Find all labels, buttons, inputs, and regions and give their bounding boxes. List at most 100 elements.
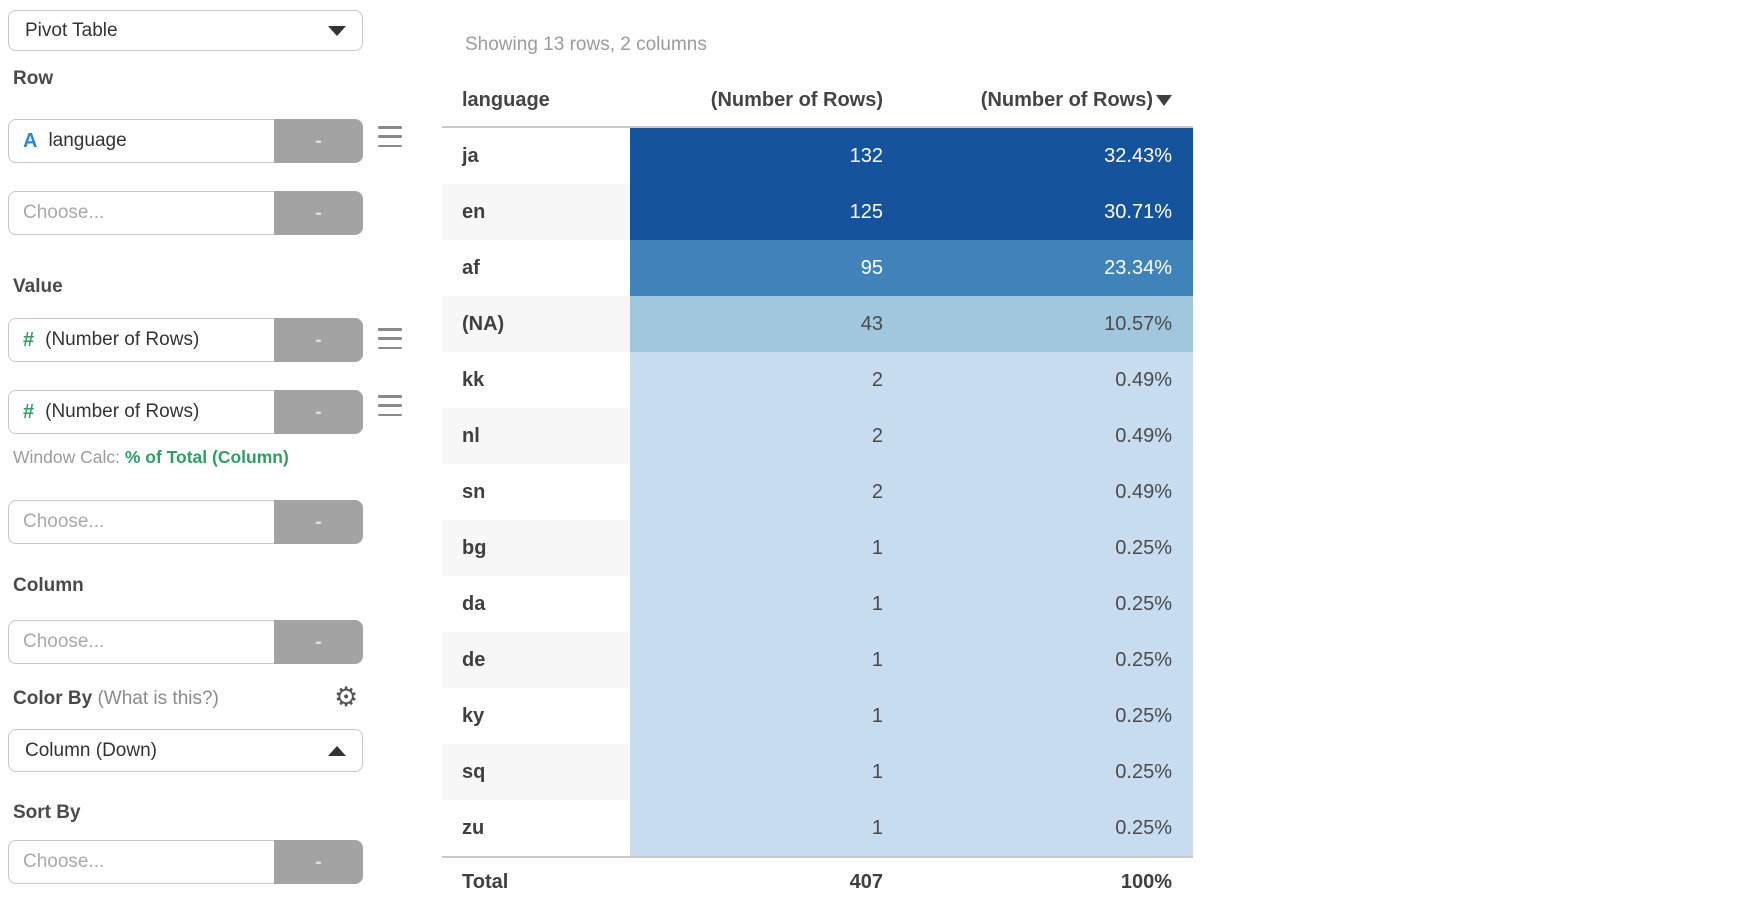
value-field-2-box[interactable]: # (Number of Rows)	[8, 390, 274, 434]
drag-handle-icon[interactable]	[378, 328, 402, 349]
percent-cell: 32.43%	[904, 128, 1193, 184]
language-cell: nl	[442, 408, 630, 464]
percent-cell: 0.49%	[904, 408, 1193, 464]
color-by-section-label: Color By (What is this?)	[13, 688, 219, 710]
percent-cell: 23.34%	[904, 240, 1193, 296]
row-empty-box[interactable]: Choose...	[8, 191, 274, 235]
row-field-value: language	[48, 130, 127, 151]
language-cell: ky	[442, 688, 630, 744]
count-cell: 125	[630, 184, 904, 240]
color-by-hint[interactable]: (What is this?)	[97, 688, 219, 709]
count-cell: 2	[630, 408, 904, 464]
table-row: ky 1 0.25%	[442, 688, 1193, 744]
window-calc-label: Window Calc: % of Total (Column)	[13, 447, 289, 468]
row-field-empty[interactable]: Choose... -	[8, 191, 363, 235]
color-by-select[interactable]: Column (Down)	[8, 729, 363, 772]
color-by-value: Column (Down)	[25, 739, 157, 761]
table-header-row: language (Number of Rows) (Number of Row…	[442, 75, 1193, 128]
sort-by-section-label: Sort By	[13, 802, 81, 823]
count-cell: 95	[630, 240, 904, 296]
table-row: da 1 0.25%	[442, 576, 1193, 632]
table-row: de 1 0.25%	[442, 632, 1193, 688]
value-empty-box[interactable]: Choose...	[8, 500, 274, 544]
table-row: (NA) 43 10.57%	[442, 296, 1193, 352]
window-calc-prefix: Window Calc:	[13, 447, 125, 467]
row-empty-placeholder: Choose...	[23, 202, 105, 223]
table-row: kk 2 0.49%	[442, 352, 1193, 408]
table-row: zu 1 0.25%	[442, 800, 1193, 856]
remove-sort-by-empty-button[interactable]: -	[274, 840, 363, 884]
row-field-box[interactable]: A language	[8, 119, 274, 163]
table-row: en 125 30.71%	[442, 184, 1193, 240]
percent-cell: 0.25%	[904, 520, 1193, 576]
remove-row-field-button[interactable]: -	[274, 119, 363, 163]
remove-column-empty-button[interactable]: -	[274, 620, 363, 664]
header-language[interactable]: language	[462, 89, 550, 111]
chart-type-select[interactable]: Pivot Table	[8, 10, 363, 51]
sort-by-field-empty[interactable]: Choose... -	[8, 840, 363, 884]
column-section-label: Column	[13, 575, 84, 596]
table-row: sq 1 0.25%	[442, 744, 1193, 800]
remove-row-empty-button[interactable]: -	[274, 191, 363, 235]
percent-cell: 0.25%	[904, 688, 1193, 744]
language-cell: sn	[442, 464, 630, 520]
language-cell: bg	[442, 520, 630, 576]
count-cell: 132	[630, 128, 904, 184]
count-cell: 1	[630, 576, 904, 632]
table-body: ja 132 32.43% en 125 30.71% af 95 23.34%…	[442, 128, 1193, 906]
table-row: ja 132 32.43%	[442, 128, 1193, 184]
table-row: nl 2 0.49%	[442, 408, 1193, 464]
text-type-icon: A	[23, 129, 38, 152]
value-field-2[interactable]: # (Number of Rows) -	[8, 390, 363, 434]
value-field-2-value: (Number of Rows)	[45, 401, 200, 422]
pivot-config-sidebar: Pivot Table Row A language - Choose... -…	[0, 0, 440, 908]
percent-cell: 0.25%	[904, 576, 1193, 632]
language-cell: kk	[442, 352, 630, 408]
language-cell: da	[442, 576, 630, 632]
remove-value-field-1-button[interactable]: -	[274, 318, 363, 362]
total-label-cell: Total	[442, 858, 630, 906]
value-field-empty[interactable]: Choose... -	[8, 500, 363, 544]
value-field-1[interactable]: # (Number of Rows) -	[8, 318, 363, 362]
total-percent-cell: 100%	[1120, 870, 1172, 893]
number-type-icon: #	[23, 400, 35, 423]
drag-handle-icon[interactable]	[378, 395, 402, 416]
chart-type-value: Pivot Table	[25, 19, 118, 41]
language-cell: de	[442, 632, 630, 688]
row-field-language[interactable]: A language -	[8, 119, 363, 163]
column-empty-placeholder: Choose...	[23, 631, 105, 652]
value-field-1-box[interactable]: # (Number of Rows)	[8, 318, 274, 362]
percent-cell: 0.49%	[904, 352, 1193, 408]
header-count[interactable]: (Number of Rows)	[710, 89, 883, 111]
sort-by-empty-box[interactable]: Choose...	[8, 840, 274, 884]
remove-value-field-2-button[interactable]: -	[274, 390, 363, 434]
percent-cell: 0.25%	[904, 632, 1193, 688]
percent-cell: 0.25%	[904, 800, 1193, 856]
count-cell: 2	[630, 464, 904, 520]
header-percent[interactable]: (Number of Rows)	[904, 89, 1193, 112]
language-cell: ja	[442, 128, 630, 184]
percent-cell: 10.57%	[904, 296, 1193, 352]
percent-cell: 0.49%	[904, 464, 1193, 520]
table-row: bg 1 0.25%	[442, 520, 1193, 576]
column-empty-box[interactable]: Choose...	[8, 620, 274, 664]
row-section-label: Row	[13, 68, 54, 89]
value-empty-placeholder: Choose...	[23, 511, 105, 532]
total-count-cell: 407	[849, 870, 883, 893]
value-field-1-value: (Number of Rows)	[45, 329, 200, 350]
table-total-row: Total 407 100%	[442, 856, 1193, 906]
chevron-up-icon	[328, 745, 346, 756]
header-percent-label: (Number of Rows)	[980, 89, 1153, 111]
language-cell: (NA)	[442, 296, 630, 352]
language-cell: zu	[442, 800, 630, 856]
table-row: sn 2 0.49%	[442, 464, 1193, 520]
drag-handle-icon[interactable]	[378, 126, 402, 147]
language-cell: af	[442, 240, 630, 296]
gear-icon[interactable]: ⚙	[334, 682, 359, 713]
language-cell: en	[442, 184, 630, 240]
language-cell: sq	[442, 744, 630, 800]
count-cell: 1	[630, 744, 904, 800]
sort-by-empty-placeholder: Choose...	[23, 851, 105, 872]
column-field-empty[interactable]: Choose... -	[8, 620, 363, 664]
remove-value-empty-button[interactable]: -	[274, 500, 363, 544]
